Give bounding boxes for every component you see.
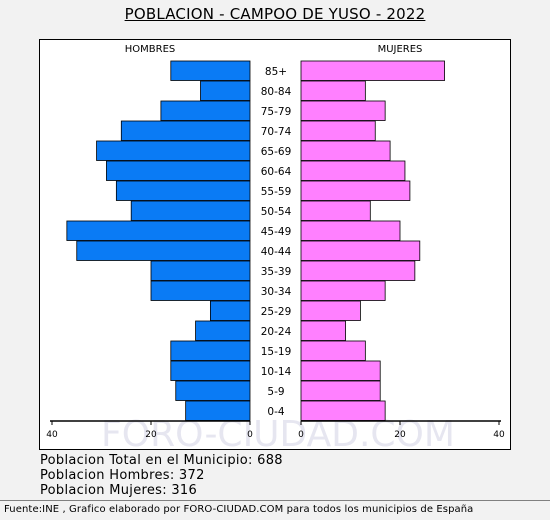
bar-mujeres-55-59: [300, 180, 411, 201]
age-label: 30-34: [261, 286, 292, 298]
bar-hombres-75-79: [160, 100, 251, 121]
bar-mujeres-70-74: [300, 120, 376, 141]
footer-divider: [0, 500, 550, 501]
stat-total: Poblacion Total en el Municipio: 688: [40, 453, 283, 468]
bar-hombres-10-14: [170, 360, 251, 381]
age-label: 10-14: [261, 366, 292, 378]
age-label: 20-24: [261, 326, 292, 338]
age-label: 55-59: [261, 186, 292, 198]
age-label: 60-64: [261, 166, 292, 178]
chart-title: POBLACION - CAMPOO DE YUSO - 2022: [124, 5, 426, 23]
x-tick-label: 0: [247, 430, 253, 440]
age-label: 5-9: [267, 386, 284, 398]
bar-mujeres-35-39: [300, 260, 416, 281]
bar-hombres-5-9: [175, 380, 251, 401]
bar-mujeres-65-69: [300, 140, 391, 161]
age-label: 50-54: [261, 206, 292, 218]
bar-hombres-25-29: [209, 300, 251, 321]
bar-mujeres-75-79: [300, 100, 386, 121]
age-label: 40-44: [261, 246, 292, 258]
bar-mujeres-45-49: [300, 220, 401, 241]
age-label: 0-4: [267, 406, 284, 418]
bar-mujeres-0-4: [300, 400, 386, 421]
bar-hombres-35-39: [150, 260, 251, 281]
stat-hombres: Poblacion Hombres: 372: [40, 468, 205, 483]
bar-mujeres-15-19: [300, 340, 366, 361]
bar-hombres-80-84: [200, 80, 251, 101]
x-tick-label: 40: [46, 430, 58, 440]
age-label: 15-19: [261, 346, 292, 358]
bar-hombres-50-54: [130, 200, 251, 221]
bar-mujeres-5-9: [300, 380, 381, 401]
bar-mujeres-60-64: [300, 160, 406, 181]
bar-hombres-30-34: [150, 280, 251, 301]
stat-mujeres: Poblacion Mujeres: 316: [40, 483, 198, 498]
age-label: 70-74: [261, 126, 292, 138]
footer-source: Fuente:INE , Grafico elaborado por FORO-…: [4, 504, 474, 515]
bar-mujeres-10-14: [300, 360, 381, 381]
x-tick-label: 20: [145, 430, 157, 440]
bar-hombres-85+: [170, 60, 251, 81]
age-label: 35-39: [261, 266, 292, 278]
age-label: 85+: [265, 66, 287, 78]
legend-hombres: HOMBRES: [125, 44, 176, 55]
age-label: 65-69: [261, 146, 292, 158]
bar-hombres-20-24: [195, 320, 251, 341]
x-tick-label: 20: [394, 430, 406, 440]
bar-hombres-65-69: [96, 140, 251, 161]
bar-hombres-45-49: [66, 220, 251, 241]
bar-hombres-55-59: [115, 180, 251, 201]
bar-hombres-15-19: [170, 340, 251, 361]
bar-hombres-60-64: [106, 160, 251, 181]
x-tick-label: 40: [493, 430, 505, 440]
age-label: 75-79: [261, 106, 292, 118]
bar-hombres-0-4: [185, 400, 251, 421]
x-tick-label: 0: [298, 430, 304, 440]
bar-hombres-70-74: [120, 120, 251, 141]
bar-mujeres-85+: [300, 60, 445, 81]
legend-mujeres: MUJERES: [378, 44, 423, 55]
age-label: 25-29: [261, 306, 292, 318]
bar-mujeres-40-44: [300, 240, 421, 261]
age-label: 80-84: [261, 86, 292, 98]
bar-mujeres-50-54: [300, 200, 371, 221]
bar-mujeres-80-84: [300, 80, 366, 101]
bar-hombres-40-44: [76, 240, 251, 261]
bar-mujeres-25-29: [300, 300, 361, 321]
bar-mujeres-20-24: [300, 320, 346, 341]
bar-mujeres-30-34: [300, 280, 386, 301]
age-label: 45-49: [261, 226, 292, 238]
